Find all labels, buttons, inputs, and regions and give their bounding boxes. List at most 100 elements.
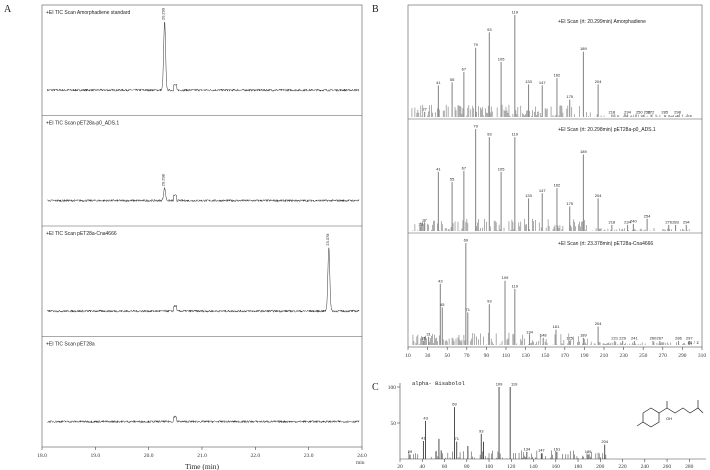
panel-letter-a: A — [4, 4, 12, 15]
x-tick-label: 80 — [464, 464, 470, 470]
x-tick-label: 200 — [596, 464, 605, 470]
peak-mz-label: 93 — [487, 299, 492, 304]
peak-mz-label: 71 — [455, 436, 460, 441]
trace-line — [47, 21, 360, 93]
x-tick-label: 310 — [698, 353, 707, 359]
x-tick-label: 130 — [521, 353, 530, 359]
x-tick-label: 23.0 — [304, 453, 314, 459]
x-tick-label: 240 — [641, 464, 650, 470]
trace-line — [47, 187, 360, 203]
bisabolol-spectrum-panel: alpha- Bisabolol 50 100 29 41 43 69 71 93 109 119 1… — [388, 380, 706, 470]
peak-mz-label: 133 — [525, 79, 532, 84]
peak-mz-label: 41 — [436, 166, 441, 171]
x-tick-label: 270 — [659, 353, 668, 359]
x-tick-label: 120 — [507, 464, 516, 470]
peak-mz-label: 204 — [601, 439, 608, 444]
peak-mz-label: 250 258 — [636, 109, 651, 114]
mass-spectra-panel: +EI Scan (rt: 20.299min) Amorphadiene 27 4… — [405, 4, 707, 359]
x-tick-label: 210 — [600, 353, 609, 359]
peak-mz-label: 93 — [487, 27, 492, 32]
x-axis-title: Time (min) — [185, 462, 220, 470]
peak-mz-label: 272 — [648, 109, 655, 114]
peak-mz-label: 105 — [498, 166, 505, 171]
x-tick-label: 170 — [561, 353, 570, 359]
peak-mz-label: 189 — [585, 449, 592, 454]
x-tick-label: 60 — [442, 464, 448, 470]
peak-mz-label: 29 — [408, 449, 413, 454]
chart-title: alpha- Bisabolol — [412, 380, 465, 387]
x-tick-label: 10 — [405, 353, 411, 359]
peak-mz-label: 189 — [580, 332, 587, 337]
peak-mz-label: 189 — [580, 149, 587, 154]
peak-mz-label: 229 — [619, 335, 626, 340]
x-tick-label: 180 — [574, 464, 583, 470]
peak-mz-label: 43 — [423, 415, 428, 420]
peak-mz-label: 294 — [683, 219, 690, 224]
peak-mz-label: 204 — [595, 321, 602, 326]
x-tick-label: 30 — [425, 353, 431, 359]
peak-mz-label: 67 — [462, 165, 467, 170]
methyl-bond — [636, 421, 644, 427]
x-tick-label: 100 — [485, 464, 494, 470]
ring-bond — [642, 407, 660, 428]
peak-mz-label: 71 — [466, 307, 471, 312]
peak-mz-label: 134 — [524, 446, 531, 451]
peak-rt-label: 23.378 — [325, 233, 330, 246]
peak-mz-label: 189 — [580, 46, 587, 51]
peak-mz-label: 162 — [554, 73, 561, 78]
peak-mz-label: 41 — [421, 436, 426, 441]
peak-mz-label: 234 — [624, 109, 631, 114]
peak-mz-label: 27 — [422, 217, 427, 222]
x-axis-title: m / z — [688, 340, 700, 346]
trace-line — [47, 414, 360, 424]
peak-mz-label: 134 — [526, 329, 533, 334]
peak-mz-label: 26 — [421, 335, 426, 340]
peak-rt-label: 20.299 — [161, 7, 166, 20]
x-tick-label: 21.0 — [197, 453, 207, 459]
peak-mz-label: 175 — [566, 335, 573, 340]
spectrum-title: +EI Scan (rt: 23.378min) pET28a-Cna4666 — [558, 241, 653, 247]
peak-mz-label: 234 — [624, 219, 631, 224]
peak-mz-label: 79 — [473, 42, 478, 47]
peak-rt-label: 20.298 — [161, 173, 166, 186]
peak-mz-label: 133 — [525, 193, 532, 198]
peak-mz-label: 67 — [462, 67, 467, 72]
peak-mz-label: 267 — [657, 335, 664, 340]
x-tick-label: 70 — [464, 353, 470, 359]
trace-line — [47, 247, 360, 314]
x-tick-label: 24.0 — [357, 453, 367, 459]
peak-mz-label: 254 — [644, 213, 651, 218]
x-tick-label: 19.0 — [91, 453, 101, 459]
peak-mz-label: 119 — [512, 283, 519, 288]
peak-mz-label: 31 — [426, 331, 431, 336]
peak-mz-label: 297 — [686, 335, 693, 340]
peak-mz-label: 119 — [512, 10, 519, 15]
x-tick-label: 18.0 — [37, 453, 47, 459]
peak-mz-label: 283 — [672, 219, 679, 224]
peak-mz-label: 161 — [553, 324, 560, 329]
x-tick-label: 110 — [502, 353, 510, 359]
peak-mz-label: 147 — [539, 188, 546, 193]
peak-mz-label: 147 — [539, 80, 546, 85]
x-tick-label: 230 — [619, 353, 628, 359]
trace-title: +EI TIC Scan pET28a-p0_ADS.1 — [46, 121, 119, 127]
peak-mz-label: 285 — [661, 109, 668, 114]
peak-mz-label: 93 — [487, 132, 492, 137]
x-tick-label: 140 — [529, 464, 538, 470]
peak-mz-label: 286 — [675, 335, 682, 340]
peak-mz-label: 175 — [566, 201, 573, 206]
peak-mz-label: 298 — [674, 109, 681, 114]
peak-mz-label: 276 — [665, 219, 672, 224]
y-tick-label: 50 — [391, 421, 397, 427]
peak-mz-label: 27 — [422, 106, 427, 111]
peak-mz-label: 148 — [540, 332, 547, 337]
panel-letter-b: B — [372, 4, 379, 15]
peak-mz-label: 218 — [608, 109, 615, 114]
x-tick-label: 190 — [580, 353, 589, 359]
peak-mz-label: 175 — [566, 94, 573, 99]
structure-label: OH — [666, 416, 672, 421]
peak-mz-label: 41 — [436, 80, 441, 85]
peak-mz-label: 79 — [473, 124, 478, 129]
peak-mz-label: 260 — [650, 335, 657, 340]
x-tick-label: 250 — [639, 353, 648, 359]
